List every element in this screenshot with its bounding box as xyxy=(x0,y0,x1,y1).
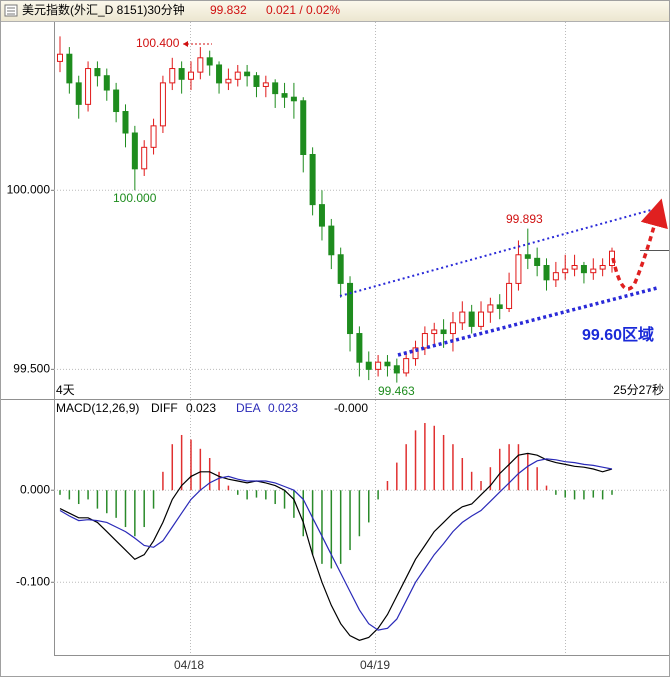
candle-body xyxy=(272,82,279,95)
x-tick-label: 04/19 xyxy=(360,658,390,672)
candle-body xyxy=(421,333,428,349)
legend-diff-value: 0.023 xyxy=(186,401,216,415)
annotation-high: 99.893 xyxy=(506,212,543,226)
candle-body xyxy=(169,68,176,84)
candle-body xyxy=(141,146,148,170)
menu-icon[interactable] xyxy=(4,4,18,17)
candle-body xyxy=(356,333,363,363)
candle-body xyxy=(131,132,138,170)
macd-line xyxy=(59,452,613,641)
annotation-arrowhead xyxy=(183,41,188,47)
legend-macd-value: -0.000 xyxy=(334,401,368,415)
candle-body xyxy=(318,204,325,227)
candle-body xyxy=(449,322,456,335)
lower-trendline xyxy=(397,286,658,357)
candle-body xyxy=(253,75,260,87)
candle-body xyxy=(328,225,335,256)
candle-body xyxy=(347,282,354,335)
y-tick-label: 100.000 xyxy=(7,182,51,196)
candle-body xyxy=(562,268,569,274)
candle-body xyxy=(487,304,494,313)
candle-body xyxy=(309,153,316,206)
legend-dea: DEA xyxy=(236,401,261,415)
candle-body xyxy=(244,71,251,77)
candle-body xyxy=(216,64,223,84)
macd-title: MACD(12,26,9) xyxy=(56,401,139,415)
candle-body xyxy=(187,71,194,80)
candle-body xyxy=(365,361,372,370)
candle-body xyxy=(159,82,166,127)
candle-body xyxy=(375,361,382,370)
candle-body xyxy=(150,125,157,148)
annotation-low: 100.000 xyxy=(113,191,157,205)
candle-body xyxy=(534,257,541,267)
candle-body xyxy=(113,89,120,113)
candle-body xyxy=(459,311,466,324)
candle-body xyxy=(552,272,559,281)
annotation-low: 99.463 xyxy=(378,384,415,398)
header-bar xyxy=(1,1,669,21)
legend-dea-value: 0.023 xyxy=(268,401,298,415)
candle-body xyxy=(262,82,269,87)
y-tick-label: -0.100 xyxy=(16,574,50,588)
candle-body xyxy=(468,311,475,327)
candle-body xyxy=(393,365,400,374)
candle-body xyxy=(478,311,485,327)
candle-body xyxy=(506,282,513,309)
timer-label: 25分27秒 xyxy=(613,383,664,397)
candle-body xyxy=(225,78,232,84)
candle-body xyxy=(103,75,110,91)
candle-body xyxy=(57,53,63,62)
candle-body xyxy=(85,68,92,105)
annotation-zone: 99.60区域 xyxy=(582,325,654,344)
candle-body xyxy=(66,53,73,84)
candle-body xyxy=(524,254,531,259)
candle-body xyxy=(580,265,587,274)
candle-body xyxy=(290,96,297,102)
candle-body xyxy=(590,268,597,274)
candle-body xyxy=(197,57,204,73)
candle-body xyxy=(178,68,185,80)
forecast-arrow xyxy=(611,198,668,291)
candle-body xyxy=(337,254,344,284)
legend-diff: DIFF xyxy=(151,401,178,415)
header-change: 0.021 / 0.02% xyxy=(266,3,340,17)
candle-body xyxy=(300,100,307,155)
header-title: 美元指数(外汇_D 8151)30分钟 xyxy=(22,2,185,17)
candle-body xyxy=(496,304,503,309)
candle-body xyxy=(412,347,419,360)
y-tick-label: 0.000 xyxy=(20,482,50,496)
candle-body xyxy=(75,82,82,105)
period-label: 4天 xyxy=(56,383,75,397)
x-tick-label: 04/18 xyxy=(174,658,204,672)
candle-body xyxy=(571,265,578,270)
candle-body xyxy=(403,358,410,374)
candle-body xyxy=(281,93,288,98)
candle-body xyxy=(543,265,550,281)
macd-line xyxy=(59,458,613,631)
candle-body xyxy=(599,265,606,270)
plots: 99.500 100.000 0.000 -0.100 xyxy=(7,36,669,641)
candle-body xyxy=(384,361,391,367)
annotation-high: 100.400 xyxy=(136,36,180,50)
y-tick-label: 99.500 xyxy=(13,362,50,376)
candle-body xyxy=(94,68,101,77)
v-grid xyxy=(190,22,566,655)
candle-body xyxy=(431,329,438,335)
candle-body xyxy=(515,254,522,284)
candle-body xyxy=(440,329,447,335)
upper-trendline xyxy=(339,206,663,297)
header-price: 99.832 xyxy=(210,3,247,17)
candle-body xyxy=(234,71,241,80)
candle-body xyxy=(122,111,129,134)
candle-body xyxy=(206,57,213,66)
